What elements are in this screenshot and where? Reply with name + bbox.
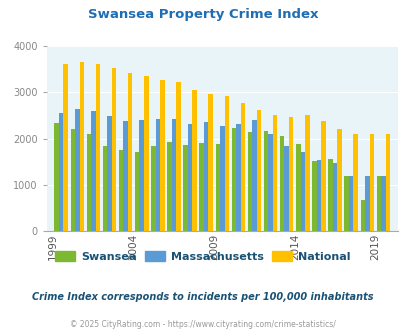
Bar <box>288 117 293 231</box>
Bar <box>59 113 63 231</box>
Bar <box>295 144 300 231</box>
Bar <box>54 123 59 231</box>
Bar <box>63 64 68 231</box>
Bar <box>119 150 123 231</box>
Bar <box>316 160 320 231</box>
Bar <box>328 159 332 231</box>
Text: Crime Index corresponds to incidents per 100,000 inhabitants: Crime Index corresponds to incidents per… <box>32 292 373 302</box>
Bar <box>171 119 176 231</box>
Bar <box>188 124 192 231</box>
Bar <box>176 82 180 231</box>
Bar <box>304 115 309 231</box>
Bar <box>240 103 245 231</box>
Bar <box>352 134 357 231</box>
Bar <box>102 146 107 231</box>
Bar <box>96 64 100 231</box>
Bar <box>123 121 128 231</box>
Bar <box>75 110 79 231</box>
Bar <box>311 161 316 231</box>
Bar <box>91 111 96 231</box>
Bar <box>70 129 75 231</box>
Bar <box>208 94 212 231</box>
Bar <box>263 131 268 231</box>
Bar <box>364 177 369 231</box>
Bar <box>348 176 352 231</box>
Bar <box>332 163 337 231</box>
Text: Swansea Property Crime Index: Swansea Property Crime Index <box>87 8 318 21</box>
Bar <box>279 136 284 231</box>
Bar <box>320 120 325 231</box>
Bar <box>268 134 272 231</box>
Bar <box>300 152 304 231</box>
Bar <box>155 119 160 231</box>
Bar <box>167 142 171 231</box>
Bar <box>86 134 91 231</box>
Bar <box>160 80 164 231</box>
Bar <box>151 146 155 231</box>
Bar <box>252 120 256 231</box>
Bar <box>199 143 203 231</box>
Bar <box>139 120 144 231</box>
Bar <box>256 111 261 231</box>
Bar <box>380 176 385 231</box>
Bar <box>231 128 236 231</box>
Bar <box>128 73 132 231</box>
Bar <box>385 134 389 231</box>
Bar <box>369 134 373 231</box>
Bar <box>79 62 84 231</box>
Text: © 2025 CityRating.com - https://www.cityrating.com/crime-statistics/: © 2025 CityRating.com - https://www.city… <box>70 320 335 329</box>
Bar <box>134 152 139 231</box>
Bar <box>203 122 208 231</box>
Bar <box>111 68 116 231</box>
Bar <box>236 124 240 231</box>
Bar <box>376 176 380 231</box>
Bar <box>247 132 252 231</box>
Legend: Swansea, Massachusetts, National: Swansea, Massachusetts, National <box>51 247 354 267</box>
Bar <box>272 115 277 231</box>
Bar <box>144 76 148 231</box>
Bar <box>215 144 220 231</box>
Bar <box>220 126 224 231</box>
Bar <box>343 176 348 231</box>
Bar <box>183 145 188 231</box>
Bar <box>337 129 341 231</box>
Bar <box>284 146 288 231</box>
Bar <box>192 90 196 231</box>
Bar <box>224 96 228 231</box>
Bar <box>360 200 364 231</box>
Bar <box>107 116 111 231</box>
